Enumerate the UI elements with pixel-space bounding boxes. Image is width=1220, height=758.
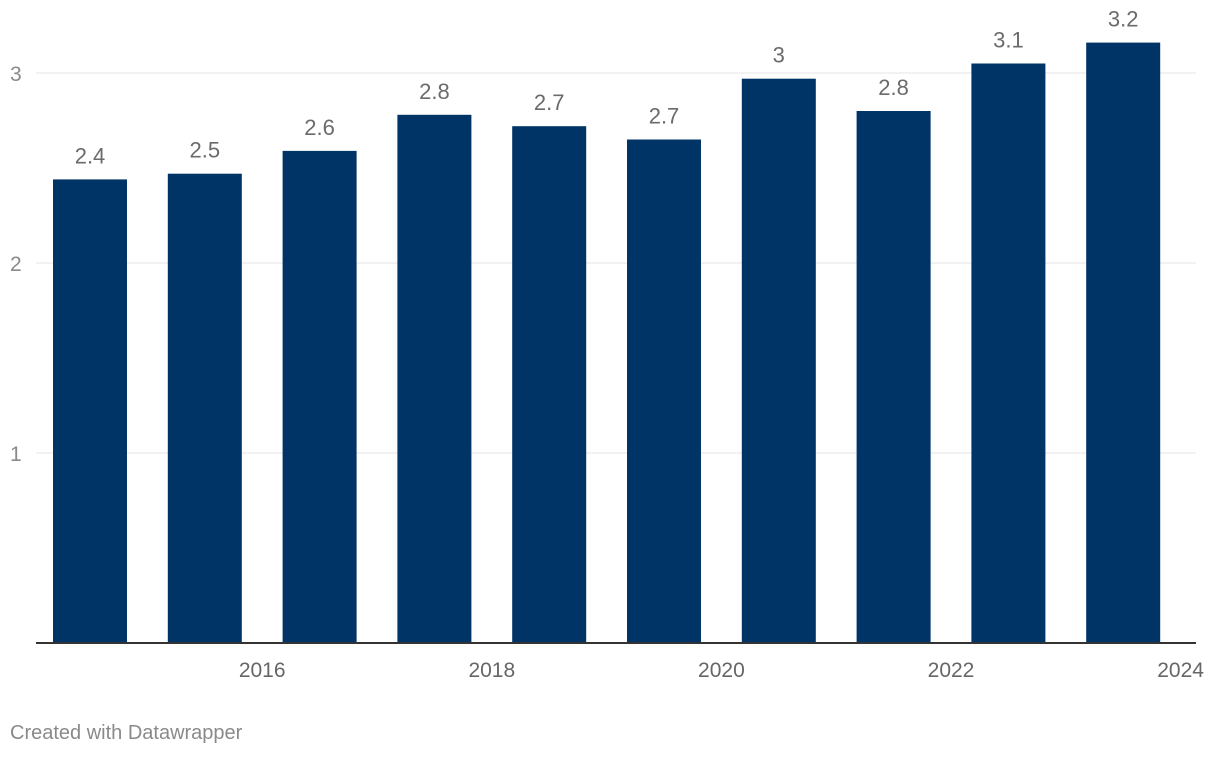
bars [53, 42, 1161, 644]
data-label-2015: 2.4 [75, 143, 106, 168]
x-axis: 2016 2018 2020 2022 2024 [36, 642, 1204, 682]
bar-2017 [282, 150, 357, 643]
data-label-2017: 2.6 [304, 115, 335, 140]
bar-2018 [397, 114, 472, 644]
y-tick-label: 3 [10, 63, 22, 86]
bar-2024 [1086, 42, 1161, 644]
y-axis: 1 2 3 [10, 63, 22, 466]
data-label-2018: 2.8 [419, 79, 450, 104]
data-labels: 2.4 2.5 2.6 2.8 2.7 2.7 3 2.8 3.1 3.2 [75, 7, 1139, 169]
bar-2019 [512, 126, 587, 643]
bar-2023 [971, 63, 1046, 643]
bar-2015 [53, 179, 127, 643]
x-tick-label: 2018 [468, 659, 515, 682]
data-label-2024: 3.2 [1108, 7, 1139, 32]
x-tick-label: 2022 [928, 659, 975, 682]
x-tick-label: 2020 [698, 659, 745, 682]
data-label-2020: 2.7 [649, 104, 680, 129]
data-label-2023: 3.1 [993, 28, 1024, 53]
credit-text: Created with Datawrapper [10, 722, 243, 744]
data-label-2016: 2.5 [190, 138, 221, 163]
y-tick-label: 1 [10, 443, 22, 466]
data-label-2021: 3 [773, 43, 785, 68]
bar-2021 [741, 78, 816, 643]
bar-2020 [627, 139, 701, 643]
bar-2022 [856, 111, 931, 643]
bar-2016 [167, 173, 242, 643]
data-label-2019: 2.7 [534, 90, 565, 115]
data-label-2022: 2.8 [878, 75, 909, 100]
y-tick-label: 2 [10, 253, 22, 276]
x-tick-label: 2016 [239, 659, 286, 682]
x-tick-label: 2024 [1157, 659, 1204, 682]
